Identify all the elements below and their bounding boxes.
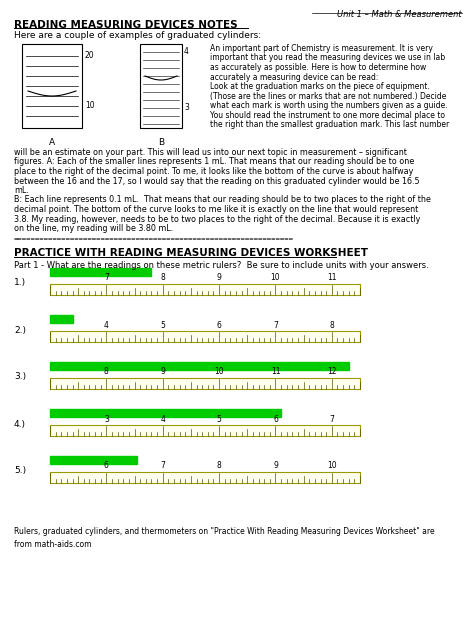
Text: 12: 12 (327, 367, 337, 377)
Text: You should read the instrument to one more decimal place to: You should read the instrument to one mo… (210, 111, 445, 119)
Text: 8: 8 (104, 367, 109, 377)
Text: 8: 8 (217, 461, 221, 470)
Text: on the line, my reading will be 3.80 mL.: on the line, my reading will be 3.80 mL. (14, 224, 173, 233)
Text: 11: 11 (271, 367, 280, 377)
Text: 1.): 1.) (14, 279, 26, 288)
Text: 7: 7 (104, 274, 109, 283)
Text: Look at the graduation marks on the piece of equipment.: Look at the graduation marks on the piec… (210, 82, 430, 91)
Bar (50, 284, 360, 295)
Text: Here are a couple of examples of graduated cylinders:: Here are a couple of examples of graduat… (14, 31, 261, 40)
Text: 4: 4 (184, 47, 189, 56)
Text: 5.): 5.) (14, 466, 26, 475)
Text: 10: 10 (327, 461, 337, 470)
Text: B: Each line represents 0.1 mL.  That means that our reading should be to two pl: B: Each line represents 0.1 mL. That mea… (14, 195, 431, 205)
Bar (50, 377, 360, 389)
Bar (50, 471, 360, 482)
Text: Unit 1 – Math & Measurement: Unit 1 – Math & Measurement (337, 10, 462, 19)
Text: Part 1 - What are the readings on these metric rulers?  Be sure to include units: Part 1 - What are the readings on these … (14, 260, 429, 269)
Text: 5: 5 (160, 320, 165, 329)
Text: 6: 6 (217, 320, 221, 329)
Text: mL.: mL. (14, 186, 29, 195)
Text: 8: 8 (160, 274, 165, 283)
Text: figures. A: Each of the smaller lines represents 1 mL. That means that our readi: figures. A: Each of the smaller lines re… (14, 157, 414, 166)
Text: 4.): 4.) (14, 420, 26, 428)
Text: decimal point. The bottom of the curve looks to me like it is exactly on the lin: decimal point. The bottom of the curve l… (14, 205, 418, 214)
Bar (50, 331, 360, 341)
Text: An important part of Chemistry is measurement. It is very: An important part of Chemistry is measur… (210, 44, 433, 53)
Text: 10: 10 (85, 102, 95, 111)
Bar (50, 408, 281, 416)
Bar (50, 315, 73, 322)
Text: 9: 9 (273, 461, 278, 470)
Text: 10: 10 (271, 274, 280, 283)
Text: 2.): 2.) (14, 325, 26, 334)
Text: 11: 11 (327, 274, 337, 283)
Text: READING MEASURING DEVICES NOTES: READING MEASURING DEVICES NOTES (14, 20, 237, 30)
Bar (22, 44, 82, 128)
Text: 7: 7 (329, 415, 334, 423)
Bar (50, 456, 137, 463)
Text: 9: 9 (160, 367, 165, 377)
Bar (50, 425, 360, 435)
Text: 3.8. My reading, however, needs to be to two places to the right of the decimal.: 3.8. My reading, however, needs to be to… (14, 214, 420, 224)
Bar (140, 44, 182, 128)
Text: 7: 7 (273, 320, 278, 329)
Text: the right than the smallest graduation mark. This last number: the right than the smallest graduation m… (210, 120, 449, 129)
Text: between the 16 and the 17, so I would say that the reading on this graduated cyl: between the 16 and the 17, so I would sa… (14, 176, 419, 186)
Text: (Those are the lines or marks that are not numbered.) Decide: (Those are the lines or marks that are n… (210, 92, 447, 100)
Bar (50, 267, 152, 276)
Bar (50, 362, 349, 370)
Text: 6: 6 (104, 461, 109, 470)
Text: what each mark is worth using the numbers given as a guide.: what each mark is worth using the number… (210, 101, 447, 110)
Text: B: B (158, 138, 164, 147)
Text: PRACTICE WITH READING MEASURING DEVICES WORKSHEET: PRACTICE WITH READING MEASURING DEVICES … (14, 248, 368, 257)
Text: will be an estimate on your part. This will lead us into our next topic in measu: will be an estimate on your part. This w… (14, 148, 407, 157)
Text: 3: 3 (104, 415, 109, 423)
Text: 9: 9 (217, 274, 221, 283)
Text: 8: 8 (329, 320, 334, 329)
Text: accurately a measuring device can be read:: accurately a measuring device can be rea… (210, 73, 378, 82)
Text: important that you read the measuring devices we use in lab: important that you read the measuring de… (210, 54, 445, 63)
Text: A: A (49, 138, 55, 147)
Text: 4: 4 (160, 415, 165, 423)
Text: 5: 5 (217, 415, 221, 423)
Text: 20: 20 (85, 51, 95, 61)
Text: 10: 10 (214, 367, 224, 377)
Text: Rulers, graduated cylinders, and thermometers on "Practice With Reading Measurin: Rulers, graduated cylinders, and thermom… (14, 528, 435, 549)
Text: place to the right of the decimal point. To me, it looks like the bottom of the : place to the right of the decimal point.… (14, 167, 413, 176)
Text: 6: 6 (273, 415, 278, 423)
Text: ================================================================: ========================================… (14, 236, 294, 243)
Text: 4: 4 (104, 320, 109, 329)
Text: as accurately as possible. Here is how to determine how: as accurately as possible. Here is how t… (210, 63, 426, 72)
Text: 7: 7 (160, 461, 165, 470)
Text: 3: 3 (184, 104, 189, 112)
Text: 3.): 3.) (14, 372, 26, 382)
